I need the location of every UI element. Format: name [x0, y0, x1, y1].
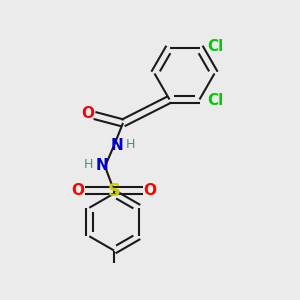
Text: N: N	[96, 158, 108, 173]
Text: O: O	[71, 183, 85, 198]
Text: S: S	[107, 182, 121, 200]
Text: H: H	[84, 158, 93, 171]
Text: H: H	[126, 137, 135, 151]
Text: N: N	[111, 138, 123, 153]
Text: O: O	[81, 106, 94, 122]
Text: Cl: Cl	[207, 38, 223, 53]
Text: Cl: Cl	[207, 94, 223, 109]
Text: O: O	[143, 183, 157, 198]
